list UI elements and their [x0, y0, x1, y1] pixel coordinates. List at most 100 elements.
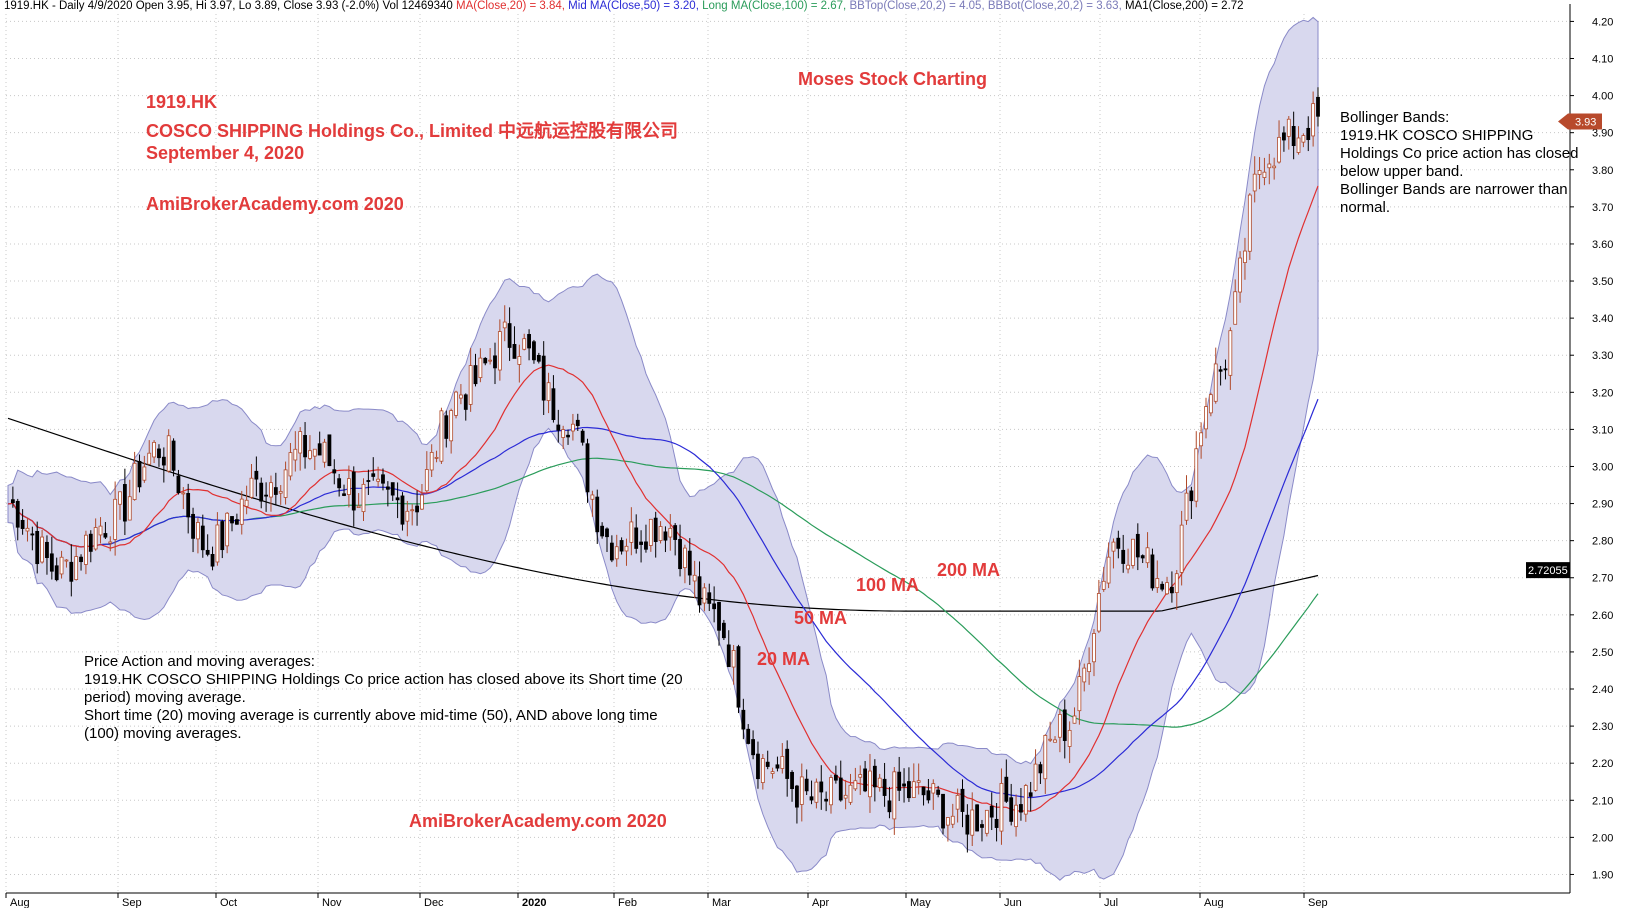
y-tick-label: 3.10 [1592, 424, 1613, 436]
candle-body [746, 728, 751, 744]
y-tick-label: 3.40 [1592, 313, 1613, 325]
x-tick-label: Jun [1004, 897, 1022, 908]
candle-body [30, 533, 35, 536]
candle-body [483, 357, 488, 364]
candle-body [887, 800, 892, 813]
candle-body [1150, 554, 1155, 589]
x-tick-label: Apr [812, 897, 829, 908]
candle-body [113, 498, 118, 540]
candle-body [449, 410, 454, 442]
candle-body [1096, 593, 1101, 632]
candle-body [424, 469, 429, 492]
chart-axes: 1.90 2.00 2.10 2.20 2.30 2.40 2.50 2.60 2.70 2.80… [5, 4, 1613, 908]
candle-body [658, 526, 663, 541]
candle-body [1184, 492, 1189, 521]
y-tick-label: 3.70 [1592, 202, 1613, 214]
candle-body [283, 469, 288, 498]
candle-body [132, 462, 137, 500]
y-tick-label: 3.50 [1592, 276, 1613, 288]
candle-body [1106, 556, 1111, 584]
candle-body [186, 493, 191, 518]
candle-body [931, 783, 936, 794]
ma100-annotation: 100 MA [856, 575, 920, 595]
bollinger-note-line: Holdings Co price action has closed [1340, 145, 1579, 162]
candle-body [1189, 490, 1194, 502]
candle-body [683, 547, 687, 569]
candle-body [351, 471, 356, 511]
candle-body [395, 497, 400, 501]
candle-body [1023, 785, 1028, 815]
candle-body [20, 519, 25, 529]
candle-body [405, 510, 410, 522]
candle-body [785, 748, 790, 779]
candle-body [1179, 524, 1184, 573]
bollinger-note-line: Bollinger Bands are narrower than [1340, 181, 1568, 198]
candle-body [1101, 580, 1106, 590]
last-close-marker [1558, 113, 1602, 130]
candle-body [965, 814, 970, 835]
y-tick-label: 2.40 [1592, 684, 1613, 696]
candle-body [84, 534, 88, 565]
candle-body [147, 452, 152, 465]
candle-body [1247, 194, 1252, 252]
candle-body [999, 783, 1004, 832]
candle-body [317, 443, 322, 456]
candle-body [663, 531, 668, 541]
y-tick-label: 2.80 [1592, 536, 1613, 548]
candle-body [69, 561, 74, 582]
candle-body [902, 783, 906, 787]
candle-body [337, 478, 342, 489]
candle-body [916, 780, 921, 783]
candle-body [152, 441, 156, 458]
candle-body [1092, 633, 1096, 663]
candle-body [717, 601, 721, 631]
bollinger-note-line: 1919.HK COSCO SHIPPING [1340, 127, 1534, 144]
candle-body [88, 533, 93, 552]
candle-body [429, 452, 434, 471]
candle-body [1028, 792, 1033, 797]
candle-body [892, 771, 897, 820]
candle-body [244, 499, 249, 507]
chart-header: 1919.HK - Daily 4/9/2020 Open 3.95, Hi 3… [4, 0, 1244, 12]
candle-body [303, 435, 307, 458]
chart-grid [5, 14, 1570, 893]
candle-body [1053, 739, 1057, 743]
candle-body [814, 781, 819, 803]
candle-body [171, 440, 176, 471]
candle-body [692, 574, 697, 582]
candle-body [497, 331, 502, 371]
candle-body [614, 546, 619, 560]
candle-body [366, 480, 371, 482]
candle-body [629, 521, 634, 543]
candle-body [191, 513, 195, 539]
x-tick-label: Dec [424, 897, 444, 908]
candle-body [1306, 127, 1311, 141]
candle-body [605, 528, 609, 538]
bollinger-note-line: below upper band. [1340, 163, 1464, 180]
candle-body [410, 509, 415, 512]
candle-body [322, 441, 327, 463]
candle-body [1145, 547, 1150, 564]
candle-body [960, 788, 965, 812]
candle-body [1316, 96, 1320, 117]
candle-body [356, 505, 361, 508]
candle-body [512, 344, 517, 359]
site-watermark-top: AmiBrokerAcademy.com 2020 [146, 194, 404, 214]
candle-body [1291, 126, 1296, 147]
candle-body [955, 794, 960, 810]
candle-body [420, 494, 424, 510]
candle-body [843, 794, 848, 799]
candle-body [751, 739, 755, 756]
candle-body [1228, 330, 1233, 376]
candle-body [390, 482, 395, 496]
candle-body [35, 530, 40, 565]
candle-body [1140, 555, 1145, 559]
candle-body [575, 419, 580, 426]
candle-body [1033, 763, 1038, 791]
candle-body [970, 809, 975, 836]
candle-body [1208, 394, 1213, 414]
ticker-title: 1919.HK [146, 92, 218, 112]
candle-body [312, 448, 317, 457]
candle-body [989, 805, 994, 818]
